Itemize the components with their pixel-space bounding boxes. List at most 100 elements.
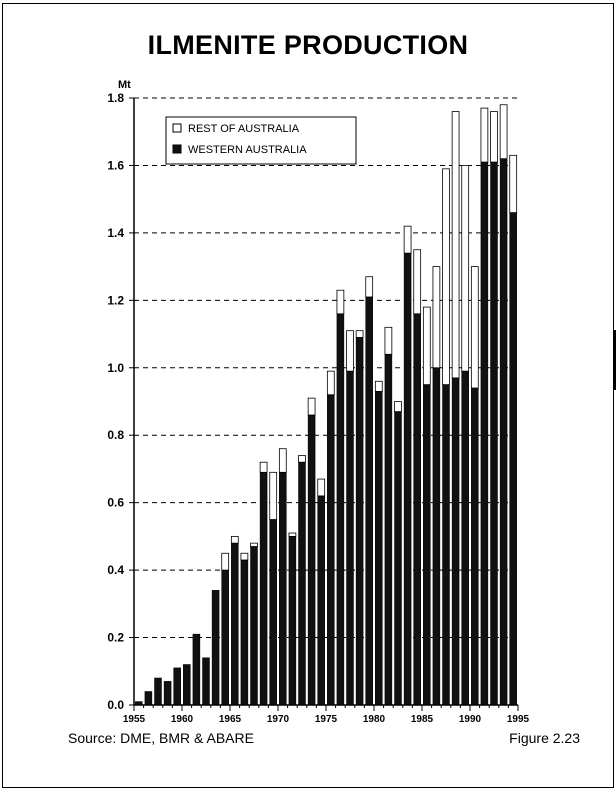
y-tick-label: 1.8 [107, 91, 124, 105]
bar-western-australia [221, 569, 229, 706]
bar-rest-of-australia [442, 168, 450, 386]
bar-rest-of-australia [221, 552, 230, 571]
legend-box [165, 116, 357, 165]
x-tick-label: 1965 [219, 714, 242, 725]
bar-rest-of-australia [230, 535, 239, 544]
bar-western-australia [317, 495, 325, 706]
bar-western-australia [192, 633, 201, 706]
bar-rest-of-australia [461, 165, 470, 372]
bar-rest-of-australia [384, 326, 393, 355]
bar-rest-of-australia [499, 104, 508, 160]
bar-western-australia [442, 384, 450, 706]
legend-swatch-rest [172, 123, 182, 133]
bar-rest-of-australia [259, 461, 268, 473]
bar-rest-of-australia [403, 225, 412, 254]
bar-western-australia [327, 394, 335, 706]
bar-rest-of-australia [470, 266, 479, 389]
bar-rest-of-australia [490, 111, 498, 163]
bar-western-australia [211, 590, 220, 706]
x-tick-label: 1970 [267, 714, 290, 725]
x-tick-label: 1980 [363, 714, 386, 725]
bar-rest-of-australia [250, 542, 258, 547]
bar-rest-of-australia [480, 107, 489, 163]
bar-western-australia [336, 313, 345, 706]
bar-western-australia [250, 546, 258, 706]
legend-swatch-western [172, 144, 182, 154]
bar-rest-of-australia [394, 401, 402, 413]
bar-western-australia [499, 158, 508, 706]
bar-western-australia [231, 542, 239, 706]
bar-rest-of-australia [509, 154, 518, 214]
bar-rest-of-australia [374, 380, 383, 392]
bar-western-australia [461, 370, 469, 706]
bar-rest-of-australia [365, 276, 374, 298]
legend-label: WESTERN AUSTRALIA [188, 144, 307, 156]
legend-label: REST OF AUSTRALIA [188, 123, 300, 135]
y-tick-label: 0.0 [107, 698, 124, 712]
bar-western-australia [144, 691, 153, 706]
y-tick-label: 0.8 [107, 428, 124, 442]
chart-title: ILMENITE PRODUCTION [147, 30, 469, 60]
y-tick-label: 1.0 [107, 361, 124, 375]
bar-western-australia [307, 414, 316, 706]
bar-rest-of-australia [451, 111, 460, 379]
bar-western-australia [346, 370, 354, 706]
bar-rest-of-australia [298, 455, 306, 463]
y-tick-label: 0.6 [107, 496, 124, 510]
y-tick-label: 1.2 [107, 293, 124, 307]
bar-western-australia [471, 387, 479, 706]
bar-western-australia [413, 313, 421, 706]
bar-rest-of-australia [326, 370, 335, 396]
bar-western-australia [509, 212, 517, 706]
bar-western-australia [298, 461, 306, 706]
bar-western-australia [403, 252, 412, 706]
bar-rest-of-australia [432, 266, 441, 369]
bar-western-australia [269, 519, 277, 706]
x-tick-label: 1990 [459, 714, 482, 725]
bars [135, 104, 518, 706]
bar-rest-of-australia [278, 448, 287, 473]
bar-western-australia [375, 391, 383, 706]
bar-western-australia [279, 472, 287, 706]
bar-western-australia [288, 536, 297, 706]
bar-western-australia [240, 559, 249, 706]
bar-western-australia [183, 664, 191, 706]
grid-lines [134, 97, 518, 639]
bar-western-australia [394, 411, 402, 706]
bar-western-australia [480, 161, 489, 706]
bar-western-australia [259, 472, 268, 706]
bar-western-australia [173, 667, 181, 706]
bar-rest-of-australia [346, 330, 354, 372]
bar-western-australia [451, 377, 460, 706]
x-tick-label: 1960 [171, 714, 194, 725]
y-tick-label: 0.2 [107, 631, 124, 645]
bar-western-australia [384, 353, 393, 706]
bar-western-australia [355, 337, 364, 706]
bar-rest-of-australia [355, 330, 364, 338]
figure-label: Figure 2.23 [509, 730, 580, 746]
y-tick-label: 1.4 [107, 226, 124, 240]
y-tick-label: 1.6 [107, 158, 124, 172]
x-tick-label: 1985 [411, 714, 434, 725]
source-note: Source: DME, BMR & ABARE [68, 730, 254, 746]
bar-western-australia [202, 657, 210, 706]
bar-western-australia [423, 384, 431, 706]
bar-western-australia [432, 367, 441, 706]
bar-rest-of-australia [269, 471, 278, 520]
bar-rest-of-australia [307, 397, 316, 416]
y-tick-label: 0.4 [107, 563, 124, 577]
legend: REST OF AUSTRALIA WESTERN AUSTRALIA [165, 116, 357, 165]
axes: 0.0 0.2 0.4 0.6 0.8 1.0 1.2 1.4 1.6 1.8Mt 1955 1960… [107, 79, 529, 725]
y-axis-label: Mt [118, 79, 131, 91]
x-tick-label: 1975 [315, 714, 338, 725]
bar-western-australia [490, 161, 498, 706]
page-edge-mark [614, 330, 616, 390]
bar-rest-of-australia [317, 478, 326, 497]
bar-western-australia [163, 681, 172, 706]
bar-rest-of-australia [422, 306, 431, 386]
bar-rest-of-australia [413, 249, 422, 315]
x-tick-label: 1955 [123, 714, 146, 725]
bar-rest-of-australia [336, 289, 345, 315]
bar-western-australia [365, 296, 373, 706]
